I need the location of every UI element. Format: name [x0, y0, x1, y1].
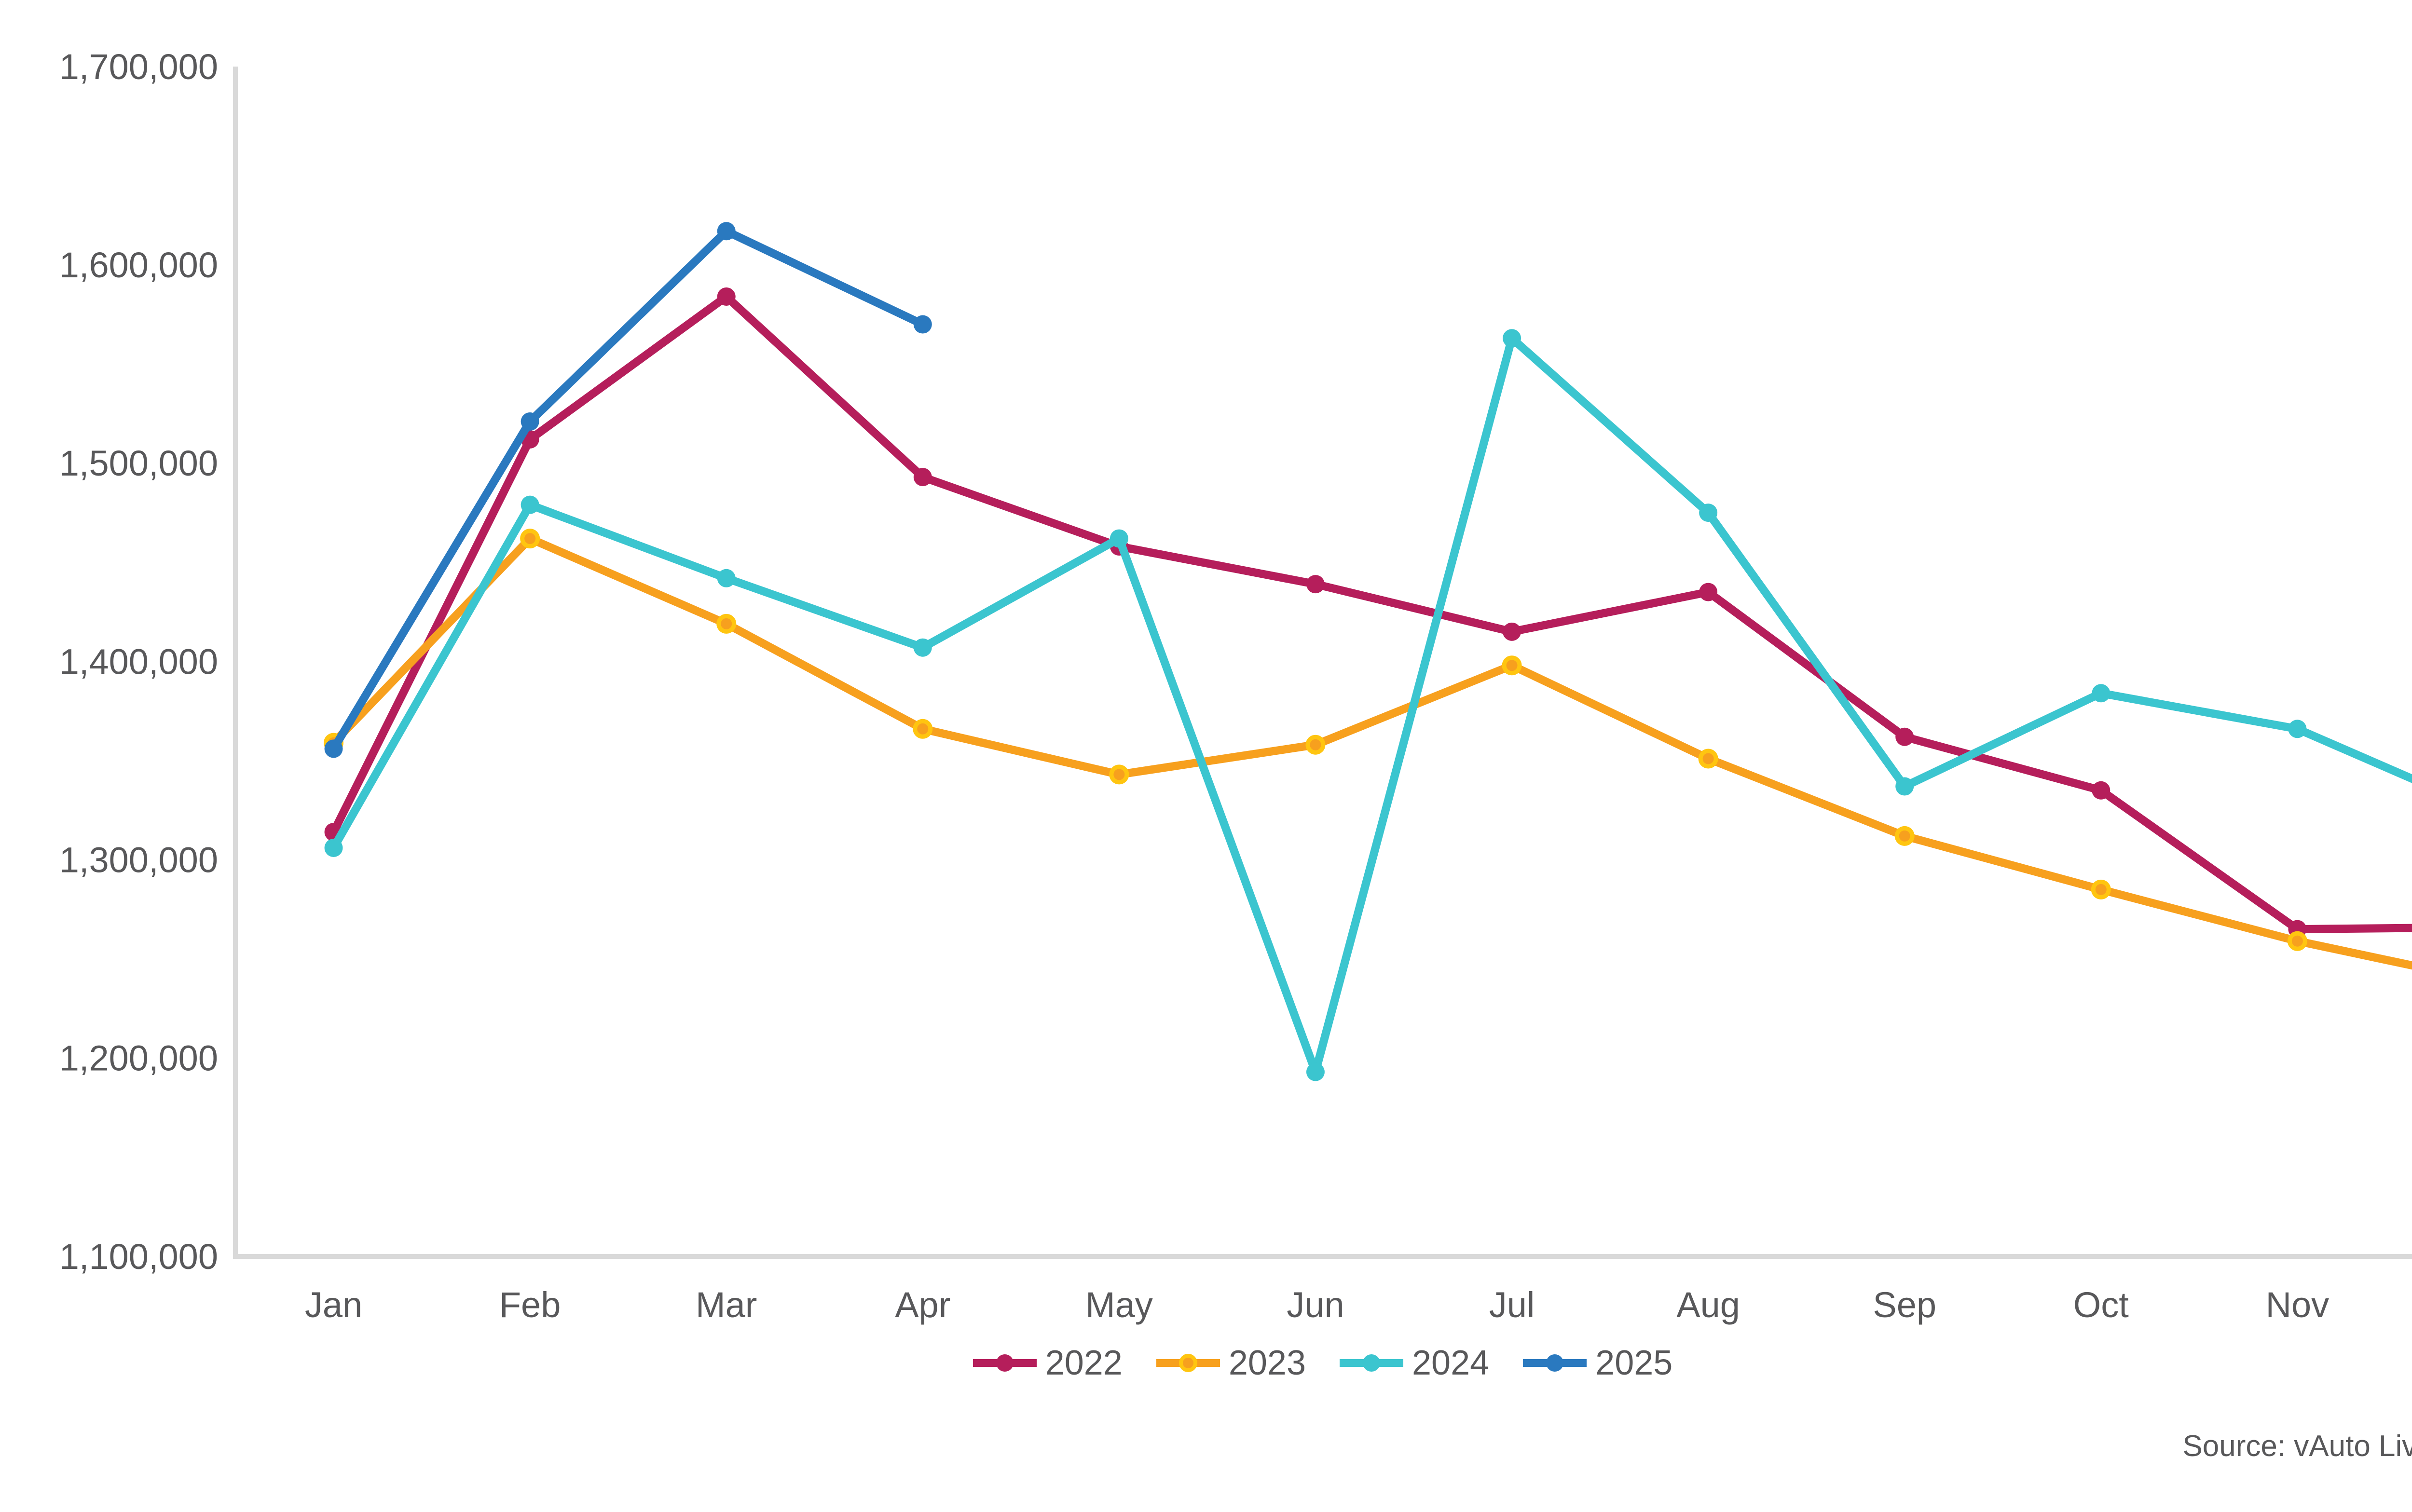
series-marker-2022	[1699, 583, 1718, 601]
x-axis-tick-label: Aug	[1676, 1285, 1740, 1325]
series-marker-2024	[1699, 504, 1718, 522]
series-line-2024	[329, 334, 2412, 1076]
series-marker-2023	[2287, 931, 2307, 951]
legend-marker-line-dot-icon	[1523, 1354, 1587, 1372]
series-marker-2024	[717, 569, 736, 587]
series-marker-2022	[2092, 781, 2110, 800]
x-axis-tick-label: Jun	[1287, 1285, 1344, 1325]
series-marker-2024	[1306, 1062, 1325, 1081]
series-marker-2024	[521, 495, 539, 514]
x-axis-tick-label: Oct	[2073, 1285, 2129, 1325]
series-marker-2022	[1306, 575, 1325, 594]
series-marker-2024	[1895, 777, 1914, 796]
y-axis-tick-label: 1,300,000	[59, 840, 218, 880]
series-marker-2023	[716, 613, 737, 634]
x-axis-tick-label: Mar	[696, 1285, 757, 1325]
series-line-2025	[329, 227, 927, 753]
series-marker-2023	[1502, 655, 1522, 676]
series-marker-2024	[1110, 529, 1128, 548]
y-axis-tick-label: 1,700,000	[59, 47, 218, 87]
legend-label: 2024	[1412, 1344, 1490, 1382]
series-marker-2023	[1894, 826, 1915, 846]
series-marker-2022	[1503, 622, 1521, 641]
series-marker-2023	[520, 529, 540, 549]
y-axis-tick-label: 1,400,000	[59, 641, 218, 681]
series-marker-2022	[913, 468, 932, 487]
legend-item-2023: 2023	[1154, 1346, 1306, 1380]
series-marker-2025	[913, 315, 932, 334]
series-marker-2025	[521, 412, 539, 431]
series-marker-2022	[717, 287, 736, 306]
y-axis-tick-label: 1,600,000	[59, 245, 218, 285]
series-marker-2024	[324, 838, 343, 857]
series-marker-2025	[324, 739, 343, 758]
series-line-2023	[329, 534, 2412, 970]
x-axis-tick-label: Sep	[1873, 1285, 1936, 1325]
series-marker-2023	[2091, 879, 2111, 899]
y-axis-tick-label: 1,100,000	[59, 1237, 218, 1277]
axis-lines	[233, 67, 2412, 1259]
legend-marker-line-dot-icon	[1156, 1354, 1220, 1372]
legend-item-2024: 2024	[1338, 1346, 1489, 1380]
series-marker-2023	[1305, 735, 1326, 755]
source-note: Source: vAuto Live Market View	[2182, 1430, 2412, 1463]
y-axis-tick-label: 1,200,000	[59, 1038, 218, 1078]
series-marker-2025	[717, 222, 736, 241]
x-axis-tick-label: Jan	[305, 1285, 362, 1325]
series-marker-2023	[913, 719, 933, 739]
legend: 2022 2023 2024 2025	[0, 1346, 2412, 1380]
legend-marker-line-dot-icon	[973, 1354, 1037, 1372]
series-marker-2024	[913, 638, 932, 657]
x-axis-tick-label: Apr	[895, 1285, 950, 1325]
legend-item-2025: 2025	[1521, 1346, 1672, 1380]
legend-label: 2022	[1045, 1344, 1123, 1382]
legend-label: 2023	[1228, 1344, 1306, 1382]
series-line-2022	[329, 292, 2412, 934]
series-marker-2024	[2092, 684, 2110, 703]
legend-label: 2025	[1595, 1344, 1673, 1382]
x-axis-tick-label: May	[1085, 1285, 1153, 1325]
x-axis-tick-label: Nov	[2266, 1285, 2330, 1325]
y-axis-tick-label: 1,500,000	[59, 443, 218, 483]
legend-marker-line-dot-icon	[1340, 1354, 1403, 1372]
series-marker-2023	[1698, 749, 1718, 769]
legend-item-2022: 2022	[971, 1346, 1123, 1380]
series-marker-2023	[1109, 764, 1129, 785]
x-axis-tick-label: Feb	[499, 1285, 561, 1325]
series-marker-2022	[1895, 727, 1914, 746]
series-marker-2024	[2288, 720, 2307, 738]
series-marker-2024	[1503, 329, 1521, 348]
x-axis-tick-label: Jul	[1489, 1285, 1535, 1325]
